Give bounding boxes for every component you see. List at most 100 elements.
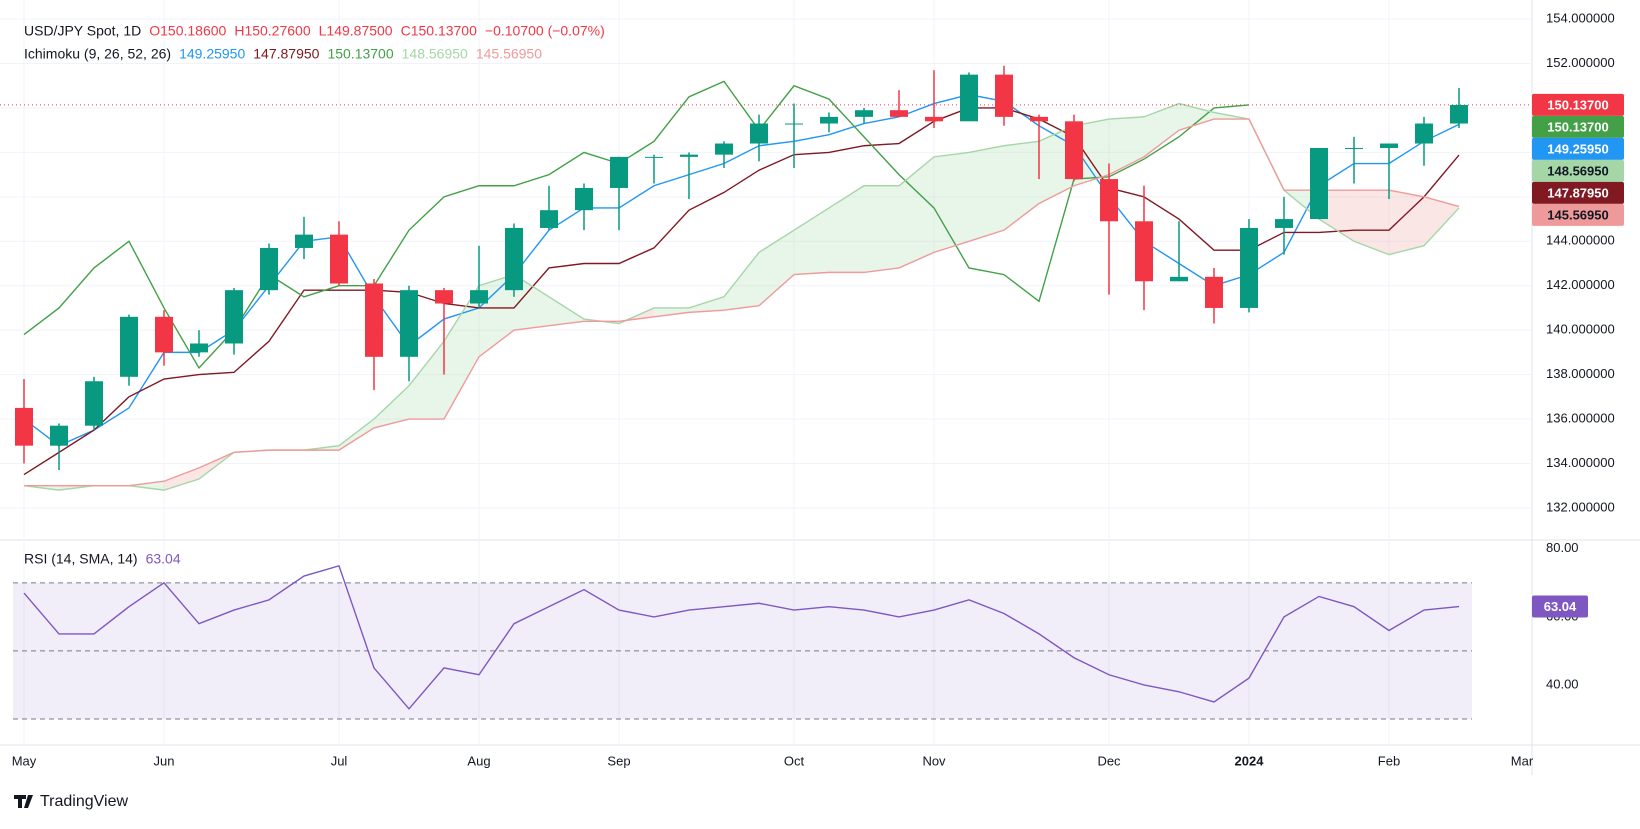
candle-body [190,343,208,353]
price-tag-label: 147.87950 [1547,185,1608,200]
x-tick-label: Aug [467,753,490,768]
price-tag [1532,137,1624,160]
candle-body [750,123,768,144]
indicator-label: Ichimoku (9, 26, 52, 26) [24,46,171,62]
candle-body [225,290,243,344]
price-tag-label: 149.25950 [1547,141,1608,156]
cloud-fill [724,252,759,311]
cloud-fill [409,341,444,420]
price-tag [1532,93,1624,116]
cloud-fill [1354,190,1389,255]
indicator-value: 148.56950 [402,46,468,62]
cloud-fill [374,385,409,428]
candle-body [155,316,173,353]
cloud-fill [969,145,1004,242]
chart-title: USD/JPY Spot, 1D [24,23,141,39]
cloud-fill [934,152,969,253]
x-tick-label: Feb [1378,753,1400,768]
y-tick-label: 134.000000 [1546,455,1615,470]
price-tag-label: 150.13700 [1547,119,1608,134]
cloud-fill [1004,141,1039,231]
ohlc-label: L149.87500 [319,23,393,39]
candle-body [1415,123,1433,144]
y-tick-label: 138.000000 [1546,366,1615,381]
price-tag-label: 150.13700 [1547,97,1608,112]
y-tick-label: 136.000000 [1546,410,1615,425]
price-tag [1532,181,1624,204]
candle-body [470,290,488,304]
candle-body [400,290,418,357]
candle-body [1135,221,1153,282]
candle-body [610,156,628,188]
candle-body [50,425,68,446]
y-tick-label: 152.000000 [1546,55,1615,70]
candle-body [820,116,838,124]
candle-body [645,156,663,158]
candle-body [120,316,138,377]
y-tick-label: 40.00 [1546,676,1579,691]
ohlc-label: C150.13700 [401,23,478,39]
candle-body [435,290,453,304]
x-tick-label: Oct [784,753,805,768]
cloud-fill [654,307,689,317]
x-tick-label: 2024 [1235,753,1265,768]
candle-body [680,154,698,157]
cloud-fill [689,296,724,313]
price-tag [1532,203,1624,226]
price-tag [1532,159,1624,182]
cloud-fill [549,296,584,326]
cloud-fill [164,467,199,491]
ohlc-label: −0.10700 (−0.07%) [485,23,605,39]
x-tick-label: Mar [1511,753,1534,768]
rsi-title: RSI (14, SMA, 14) [24,551,138,567]
logo: TradingView [14,793,128,810]
rsi-tag-label: 63.04 [1544,599,1577,614]
y-tick-label: 144.000000 [1546,233,1615,248]
price-tag-label: 145.56950 [1547,207,1608,222]
x-tick-label: Jun [154,753,175,768]
price-tag-label: 148.56950 [1547,163,1608,178]
x-tick-label: Sep [607,753,630,768]
y-tick-label: 132.000000 [1546,499,1615,514]
cloud-fill [1389,190,1424,255]
y-tick-label: 154.000000 [1546,11,1615,26]
candle-body [1275,219,1293,228]
cloud-fill [1109,116,1144,175]
candle-body [15,407,33,446]
candle-body [1100,179,1118,222]
cloud-fill [1179,103,1214,131]
candle-body [1240,227,1258,308]
candle-body [330,234,348,284]
rsi-line [23,564,1460,710]
indicator-line [24,118,1460,487]
candle-body [960,74,978,122]
cloud-fill [794,207,829,275]
candle-body [1450,104,1468,124]
cloud-fill [444,285,479,420]
candle-body [1205,276,1223,308]
cloud-fill [1144,103,1179,157]
cloud-fill [1424,196,1459,246]
rsi-tag [1532,595,1588,618]
ohlc-label: O150.18600 [149,23,226,39]
candle-body [1310,147,1328,220]
candle-body [505,227,523,291]
indicator-line [23,107,1460,476]
candle-body [1380,143,1398,148]
candle-body [295,234,313,248]
candle-body [365,283,383,357]
y-tick-label: 80.00 [1546,540,1579,555]
candle-body [575,187,593,211]
x-tick-label: Dec [1097,753,1121,768]
y-tick-label: 140.000000 [1546,322,1615,337]
x-tick-label: Jul [331,753,348,768]
candle-body [1170,276,1188,282]
candle-body [785,123,803,125]
price-tag [1532,115,1624,138]
candle-body [1345,147,1363,149]
x-tick-label: Nov [922,753,946,768]
candle-body [1030,116,1048,122]
ohlc-label: H150.27600 [234,23,311,39]
candle-body [715,143,733,155]
logo-mark [14,795,33,808]
